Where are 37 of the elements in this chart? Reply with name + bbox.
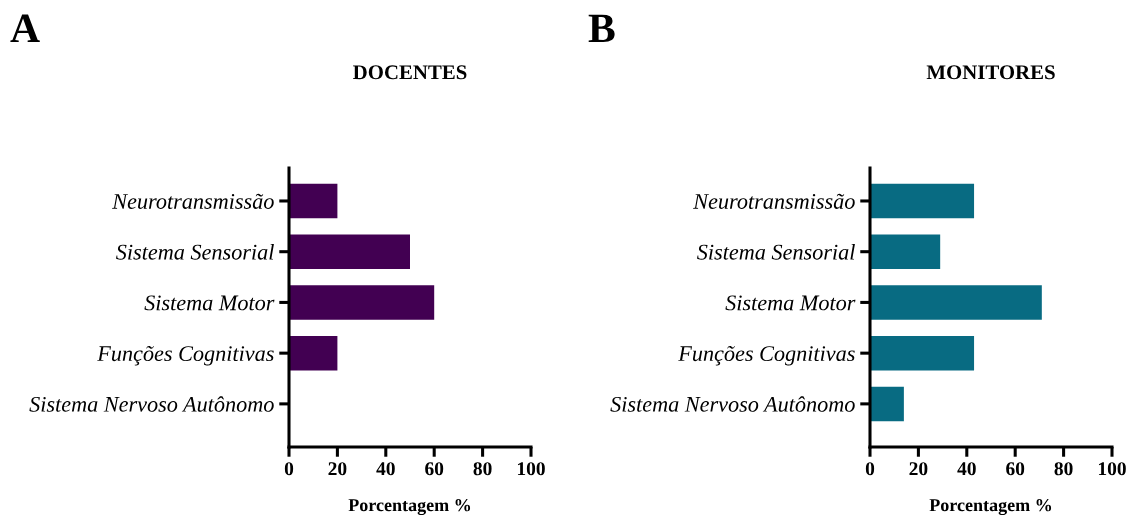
y-tick-label: Sistema Nervoso Autônomo bbox=[610, 396, 855, 412]
bar bbox=[289, 183, 338, 219]
x-tick-label: 0 bbox=[284, 462, 294, 476]
text: A bbox=[10, 14, 40, 42]
y-tick-label: Funções Cognitivas bbox=[97, 345, 274, 366]
x-tick-label: 40 bbox=[957, 462, 976, 476]
bar bbox=[870, 183, 975, 219]
y-tick-label: Funções Cognitivas bbox=[678, 345, 855, 366]
y-tick-label: Neurotransmissão bbox=[112, 193, 274, 209]
x-axis-title: Porcentagem % bbox=[348, 499, 471, 516]
x-tick-label: 80 bbox=[1054, 462, 1073, 476]
y-tick-label: Sistema Sensorial bbox=[116, 243, 274, 260]
x-tick-label: 20 bbox=[909, 462, 928, 476]
bar bbox=[870, 285, 1042, 320]
bar bbox=[289, 285, 435, 320]
x-axis-title: Porcentagem % bbox=[929, 499, 1052, 516]
bar bbox=[870, 386, 904, 422]
bar bbox=[870, 335, 975, 371]
y-tick-label: Sistema Sensorial bbox=[697, 243, 855, 260]
x-tick-label: 0 bbox=[865, 462, 875, 476]
x-tick-label: 60 bbox=[1006, 462, 1025, 476]
x-tick-label: 80 bbox=[473, 462, 492, 476]
x-tick-label: 100 bbox=[517, 462, 545, 476]
x-tick-label: 20 bbox=[328, 462, 347, 476]
bar bbox=[289, 335, 338, 371]
bar bbox=[870, 234, 941, 269]
x-tick-label: 40 bbox=[376, 462, 395, 476]
y-tick-label: Sistema Nervoso Autônomo bbox=[29, 396, 274, 412]
y-tick-label: Neurotransmissão bbox=[693, 193, 855, 209]
y-tick-label: Sistema Motor bbox=[725, 295, 856, 311]
bar bbox=[289, 234, 410, 269]
chart-title: MONITORES bbox=[926, 65, 1055, 80]
y-tick-label: Sistema Motor bbox=[144, 295, 275, 311]
x-tick-label: 60 bbox=[425, 462, 444, 476]
text: B bbox=[588, 14, 615, 43]
x-tick-label: 100 bbox=[1098, 462, 1126, 476]
chart-title: DOCENTES bbox=[353, 65, 467, 80]
